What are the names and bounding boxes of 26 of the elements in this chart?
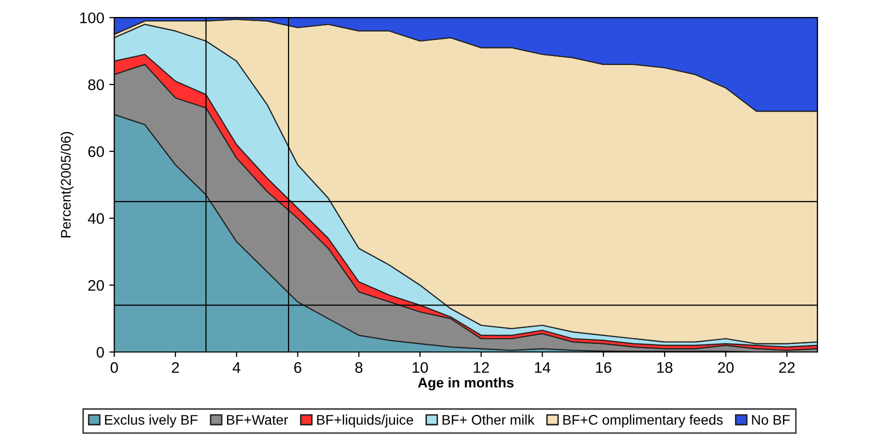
- x-tick-label: 22: [779, 362, 795, 373]
- x-tick-label: 4: [232, 362, 240, 373]
- x-tick-label: 8: [355, 362, 362, 373]
- legend-label: BF+Water: [227, 415, 288, 425]
- x-tick-label: 14: [534, 362, 550, 373]
- y-tick-label: 100: [80, 12, 104, 24]
- legend-label: BF+liquids/juice: [317, 414, 414, 428]
- y-tick-label: 80: [88, 79, 104, 90]
- x-tick-label: 6: [294, 362, 302, 373]
- x-tick-label: 2: [172, 362, 179, 373]
- x-tick-label: 20: [718, 362, 734, 373]
- legend-label: No BF: [752, 415, 790, 425]
- legend-label: BF+ Other milk: [442, 414, 534, 425]
- legend-label: Exclus ively BF: [105, 414, 198, 428]
- x-tick-label: 10: [412, 362, 428, 373]
- y-tick-label: 40: [88, 213, 104, 224]
- x-axis-title: Age in months: [418, 377, 514, 390]
- y-axis-title: Percent(2005/06): [60, 132, 74, 238]
- x-tick-label: 16: [596, 362, 612, 373]
- x-tick-label: 18: [657, 362, 672, 373]
- y-tick-label: 60: [88, 146, 104, 158]
- x-tick-label: 12: [474, 362, 489, 373]
- x-tick-label: 0: [110, 362, 118, 373]
- y-tick-label: 20: [88, 280, 104, 291]
- legend-label: BF+C omplimentary feeds: [563, 414, 723, 428]
- y-tick-label: 0: [96, 346, 104, 358]
